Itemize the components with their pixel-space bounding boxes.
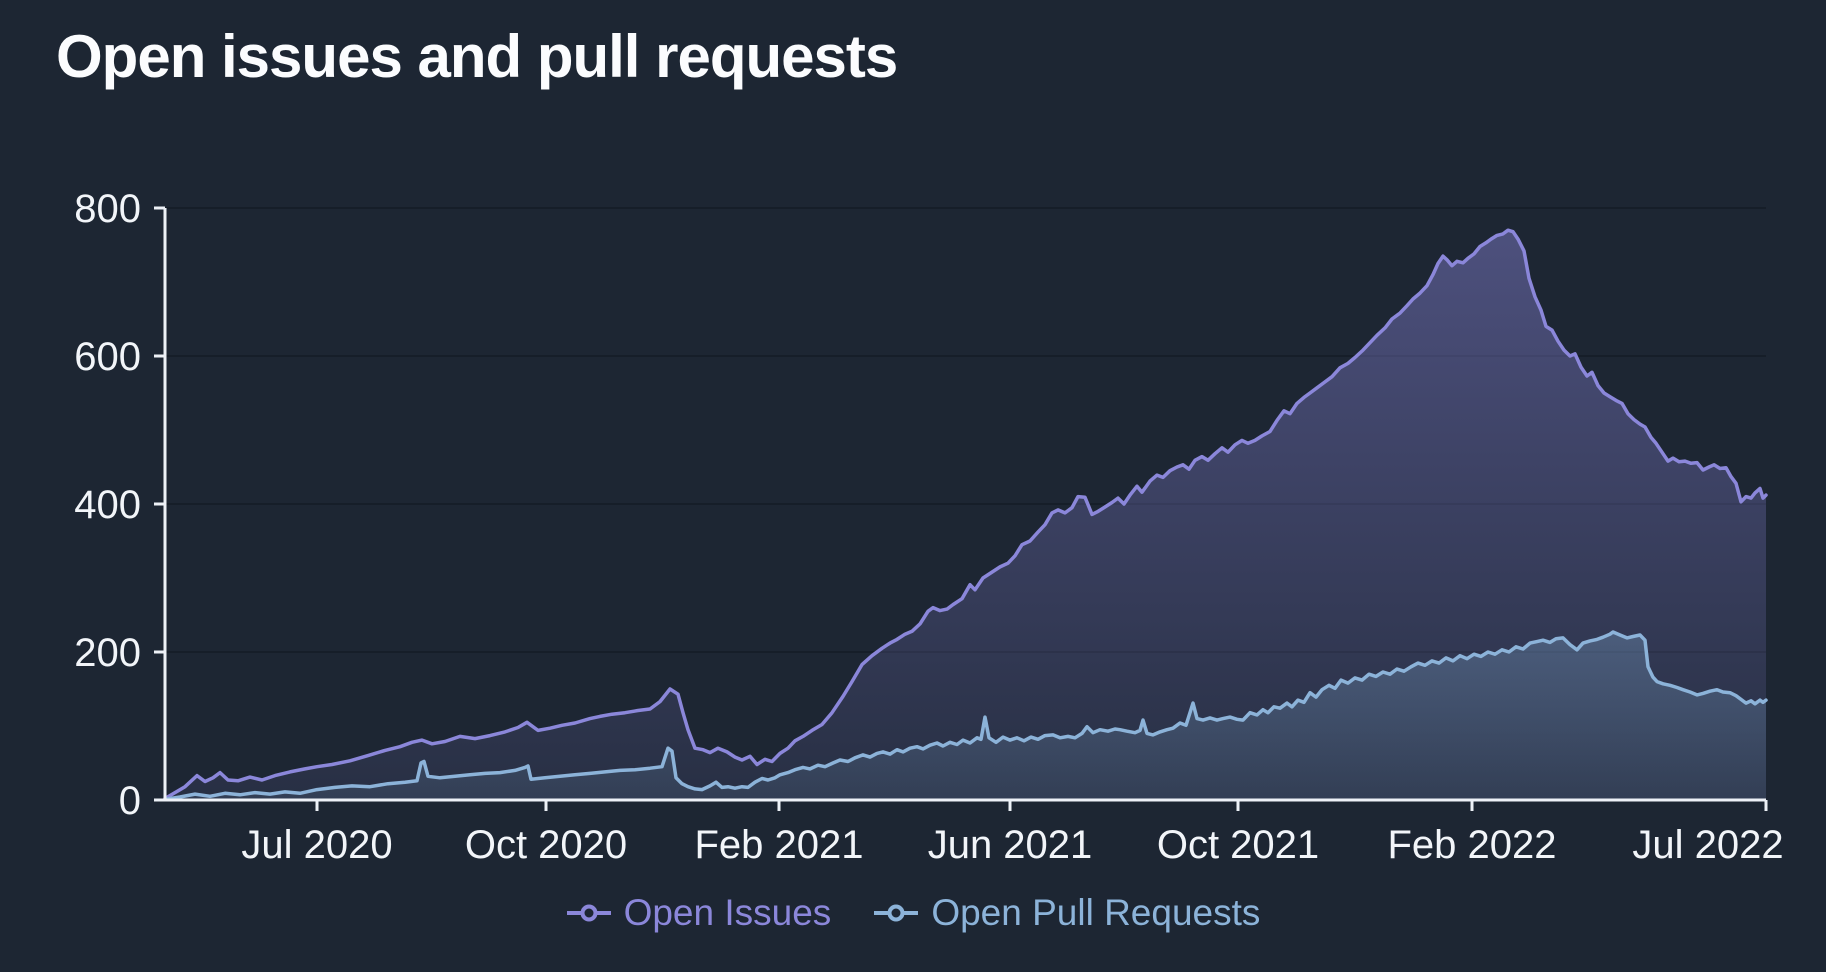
x-tick-label-feb-2021: Feb 2021: [694, 823, 863, 867]
line-marker-icon: [566, 904, 611, 922]
x-tick-label-feb-2022: Feb 2022: [1387, 823, 1556, 867]
chart-legend: Open Issues Open Pull Requests: [0, 892, 1826, 934]
x-tick-label-oct-2020: Oct 2020: [465, 823, 627, 867]
series-line-open-issues[interactable]: [163, 228, 1768, 801]
area-fill-open-issues: [165, 230, 1766, 800]
legend-item-open-pull-requests[interactable]: Open Pull Requests: [873, 892, 1260, 934]
line-marker-icon: [874, 904, 919, 922]
x-tick-label-jul-2020: Jul 2020: [241, 823, 392, 867]
series-line-open-pull-requests[interactable]: [163, 630, 1768, 802]
y-tick-label-0: 0: [119, 779, 141, 823]
x-tick-label-jun-2021: Jun 2021: [928, 823, 1093, 867]
y-tick-label-200: 200: [74, 631, 141, 675]
y-tick-label-400: 400: [74, 483, 141, 527]
y-tick-label-800: 800: [74, 187, 141, 231]
area-fill-open-pull-requests: [165, 632, 1766, 800]
legend-label-open-issues: Open Issues: [623, 892, 832, 933]
y-tick-label-600: 600: [74, 335, 141, 379]
legend-label-open-pull-requests: Open Pull Requests: [931, 892, 1261, 933]
legend-item-open-issues[interactable]: Open Issues: [566, 892, 832, 934]
x-tick-label-oct-2021: Oct 2021: [1157, 823, 1319, 867]
chart-title: Open issues and pull requests: [56, 23, 898, 90]
x-tick-label-jul-2022: Jul 2022: [1632, 823, 1783, 867]
axes: [154, 206, 1768, 811]
